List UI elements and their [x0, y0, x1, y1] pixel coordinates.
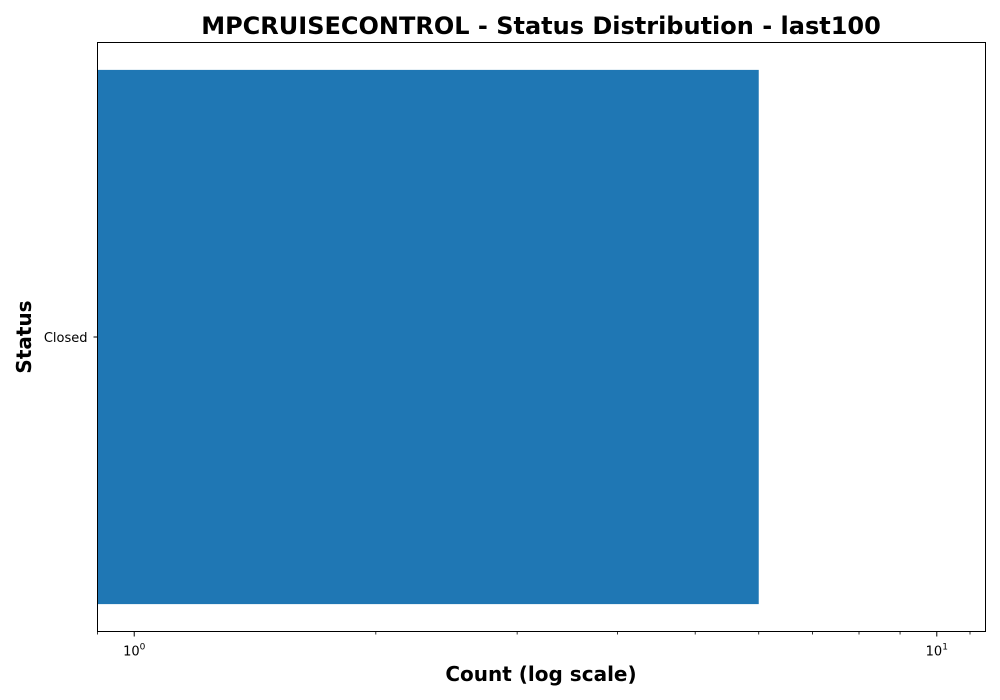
y-axis-ticks: Closed	[44, 331, 98, 346]
x-tick-label: 101	[926, 643, 948, 660]
chart-title: MPCRUISECONTROL - Status Distribution - …	[201, 12, 881, 40]
x-tick-label: 100	[123, 643, 146, 660]
x-axis-ticks: 100 101	[97, 631, 971, 660]
plot-area	[97, 69, 759, 605]
y-axis-label: Status	[12, 300, 36, 373]
y-tick-label: Closed	[44, 331, 88, 346]
bar-closed	[97, 69, 759, 605]
x-axis-label: Count (log scale)	[445, 662, 636, 686]
